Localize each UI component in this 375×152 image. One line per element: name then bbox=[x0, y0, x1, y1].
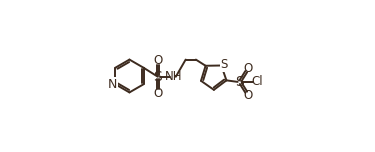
Text: S: S bbox=[236, 75, 244, 89]
Text: S: S bbox=[153, 70, 162, 84]
Text: O: O bbox=[153, 86, 162, 100]
Text: S: S bbox=[220, 58, 228, 71]
Text: O: O bbox=[153, 54, 162, 67]
Text: O: O bbox=[243, 62, 252, 75]
Text: Cl: Cl bbox=[252, 75, 263, 88]
Text: NH: NH bbox=[165, 70, 182, 83]
Text: N: N bbox=[108, 78, 117, 91]
Text: O: O bbox=[243, 89, 252, 102]
